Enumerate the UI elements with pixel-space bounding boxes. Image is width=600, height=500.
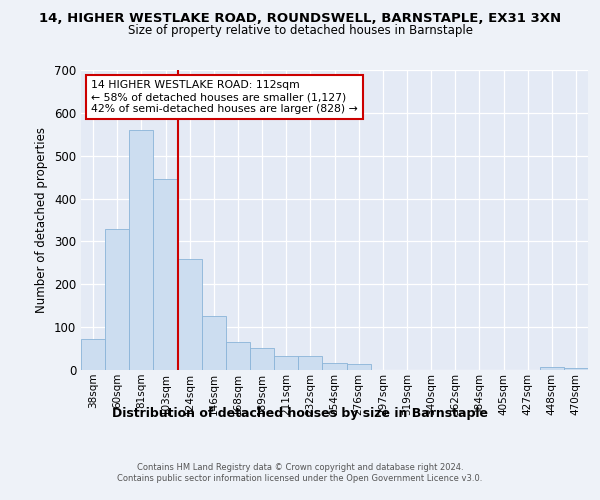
Bar [202,316,226,370]
Bar [250,348,274,370]
Bar [347,364,371,370]
Bar [322,362,347,370]
Text: Contains public sector information licensed under the Open Government Licence v3: Contains public sector information licen… [118,474,482,483]
Bar [81,339,105,370]
Bar [105,228,129,370]
Y-axis label: Number of detached properties: Number of detached properties [35,127,49,313]
Bar [274,356,298,370]
Text: 14 HIGHER WESTLAKE ROAD: 112sqm
← 58% of detached houses are smaller (1,127)
42%: 14 HIGHER WESTLAKE ROAD: 112sqm ← 58% of… [91,80,358,114]
Bar [226,342,250,370]
Bar [564,368,588,370]
Bar [129,130,154,370]
Bar [540,367,564,370]
Text: Contains HM Land Registry data © Crown copyright and database right 2024.: Contains HM Land Registry data © Crown c… [137,462,463,471]
Text: 14, HIGHER WESTLAKE ROAD, ROUNDSWELL, BARNSTAPLE, EX31 3XN: 14, HIGHER WESTLAKE ROAD, ROUNDSWELL, BA… [39,12,561,26]
Text: Distribution of detached houses by size in Barnstaple: Distribution of detached houses by size … [112,408,488,420]
Bar [298,356,322,370]
Bar [178,260,202,370]
Bar [154,180,178,370]
Text: Size of property relative to detached houses in Barnstaple: Size of property relative to detached ho… [128,24,473,37]
